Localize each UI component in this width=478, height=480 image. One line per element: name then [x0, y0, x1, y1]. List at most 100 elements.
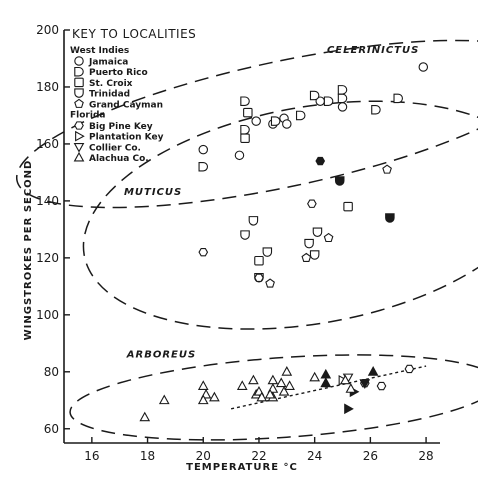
key-item-label: Big Pine Key: [89, 122, 153, 132]
group-envelopes: [15, 39, 478, 441]
key-item-label: Jamaica: [88, 58, 128, 68]
point-trinidad: [304, 238, 314, 249]
point-st-croix: [254, 255, 264, 266]
point-trinidad-filled: [385, 213, 395, 223]
point-collier-co-filled: [359, 379, 371, 389]
point-alachua-co: [281, 366, 293, 376]
key-cup-icon: [74, 88, 84, 98]
point-big-pine-key-filled: [315, 156, 326, 166]
key-item-label: Grand Cayman: [89, 100, 163, 110]
key-circle-icon: [74, 56, 84, 66]
point-alachua-co: [248, 374, 259, 385]
point-jamaica: [337, 102, 348, 112]
point-jamaica: [282, 119, 292, 129]
point-big-pine-key: [254, 273, 264, 282]
point-alachua-co-filled: [320, 377, 332, 388]
point-alachua-co: [275, 377, 287, 388]
key-region-name: West Indies: [70, 46, 129, 56]
y-tick-label: 140: [36, 194, 59, 208]
point-puerto-rico: [371, 105, 381, 115]
key-region-name: Florida: [70, 111, 105, 121]
point-alachua-co: [339, 374, 351, 385]
point-trinidad: [240, 230, 250, 240]
point-jamaica: [418, 62, 429, 72]
point-puerto-rico: [270, 116, 281, 126]
key-item-label: St. Croix: [89, 79, 133, 89]
point-puerto-rico: [393, 93, 403, 104]
key-hexagon-icon: [74, 121, 84, 130]
point-trinidad: [248, 216, 259, 226]
key-title: KEY TO LOCALITIES: [72, 27, 196, 41]
point-grand-cayman: [382, 164, 392, 174]
point-st-croix: [243, 107, 253, 118]
point-jamaica: [234, 150, 245, 161]
point-grand-cayman: [301, 252, 312, 262]
x-tick-label: 18: [140, 449, 155, 463]
point-alachua-co: [158, 394, 170, 405]
point-trinidad-filled: [334, 176, 345, 186]
trend-line-layer: [230, 365, 427, 410]
point-puerto-rico: [323, 96, 334, 106]
point-big-pine-key: [404, 364, 415, 374]
point-big-pine-key: [376, 381, 387, 391]
envelope-arboreus: [69, 354, 478, 441]
key-to-localities: KEY TO LOCALITIES West Indies JamaicaPuert…: [70, 27, 196, 164]
point-grand-cayman: [323, 232, 334, 243]
point-puerto-rico: [337, 93, 348, 104]
point-alachua-co-filled: [367, 366, 379, 376]
point-st-croix: [343, 201, 353, 212]
key-item-label: Collier Co.: [89, 143, 141, 153]
point-alachua-co: [197, 380, 209, 390]
key-pentagon-icon: [74, 98, 84, 108]
group-label-arboreus: ARBOREUS: [126, 350, 196, 361]
point-alachua-co: [345, 383, 357, 393]
point-trinidad: [262, 247, 273, 257]
y-tick-label: 120: [36, 251, 59, 265]
envelope-muticus: [82, 100, 478, 330]
point-plantation-key: [344, 403, 354, 415]
x-tick-label: 16: [84, 449, 99, 463]
group-label-celerinictus: CELERINICTUS: [327, 45, 419, 56]
axes: 60 80 100 120 140 160 180 200 16 18 20 22 24 26 28 TEMP…: [23, 23, 440, 473]
group-label-muticus: MUTICUS: [124, 187, 182, 198]
point-alachua-co: [139, 411, 151, 422]
point-big-pine-key: [307, 199, 317, 208]
point-grand-cayman: [265, 278, 275, 288]
point-alachua-co-filled: [320, 368, 332, 379]
point-alachua-co: [264, 388, 276, 399]
group-labels: CELERINICTUS MUTICUS ARBOREUS: [124, 45, 419, 361]
x-axis-title: TEMPERATURE °C: [186, 462, 298, 473]
y-tick-label: 180: [36, 80, 59, 94]
point-alachua-co: [197, 394, 209, 405]
key-triangle-right-icon: [75, 130, 85, 142]
key-item-label: Plantation Key: [89, 133, 164, 143]
point-alachua-co: [309, 371, 321, 382]
x-tick-label: 24: [307, 449, 322, 463]
point-alachua-co: [267, 374, 279, 385]
point-puerto-rico: [198, 161, 208, 172]
x-tick-label: 22: [251, 449, 266, 463]
point-puerto-rico: [295, 110, 306, 121]
point-trinidad: [312, 227, 323, 237]
point-st-croix: [240, 133, 250, 143]
point-puerto-rico: [240, 124, 250, 135]
y-tick-label: 80: [44, 365, 59, 379]
key-item-label: Trinidad: [89, 90, 130, 100]
point-big-pine-key: [198, 247, 209, 257]
key-square-icon: [74, 77, 84, 88]
x-tick-label: 28: [418, 449, 433, 463]
data-points: [139, 62, 429, 422]
point-puerto-rico: [309, 90, 320, 101]
key-triangle-down-icon: [73, 142, 85, 153]
point-trinidad: [309, 250, 320, 260]
point-alachua-co: [236, 380, 248, 390]
point-jamaica: [198, 144, 209, 155]
envelope-celerinictus: [15, 39, 478, 209]
y-tick-label: 100: [36, 308, 59, 322]
point-puerto-rico: [240, 96, 250, 106]
key-dshape-icon: [74, 66, 84, 77]
point-alachua-co: [278, 385, 290, 396]
key-item-label: Puerto Rico: [89, 68, 148, 78]
key-triangle-up-icon: [73, 151, 85, 162]
point-alachua-co: [256, 391, 268, 402]
